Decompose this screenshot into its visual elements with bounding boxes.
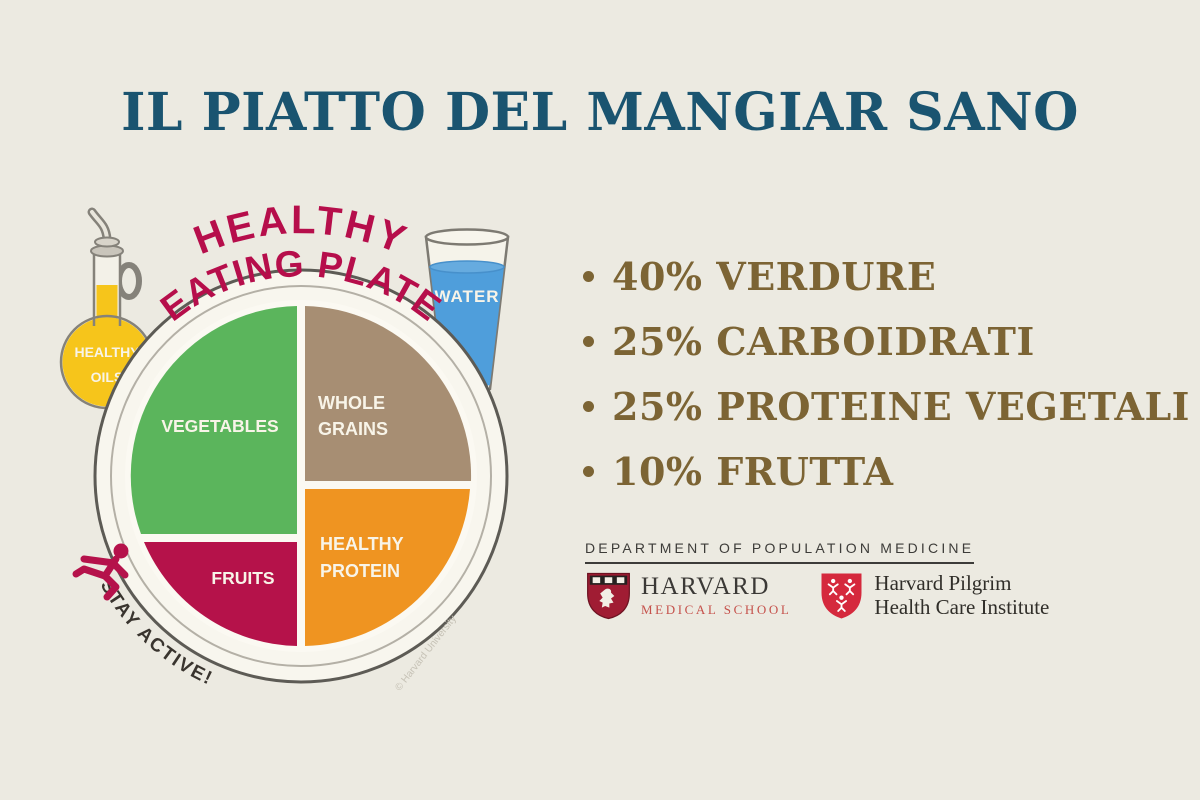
- page-title: IL PIATTO DEL MANGIAR SANO: [121, 82, 1079, 143]
- whole-grains-section: [305, 306, 472, 481]
- harvard-medical-name: HARVARD: [641, 573, 770, 600]
- harvard-pilgrim-name: Harvard Pilgrim: [874, 571, 1012, 596]
- stat-proteine: 25% PROTEINE VEGETALI: [612, 384, 1190, 429]
- healthy-eating-plate-graphic: HEALTHY OILS WATER VEGETABLES WHOLE GRAI…: [59, 198, 510, 693]
- healthy-protein-label-line2: PROTEIN: [320, 561, 400, 581]
- healthy-protein-label-line1: HEALTHY: [320, 534, 404, 554]
- list-item: 25% CARBOIDRATI: [583, 309, 1190, 374]
- stat-frutta: 10% FRUTTA: [612, 449, 894, 494]
- fruits-label: FRUITS: [211, 568, 274, 588]
- footer-branding: DEPARTMENT OF POPULATION MEDICINE HARVAR…: [585, 540, 1049, 621]
- vegetables-section: [130, 306, 297, 534]
- stat-carboidrati: 25% CARBOIDRATI: [612, 319, 1035, 364]
- bullet-icon: [583, 466, 594, 477]
- bullet-icon: [583, 271, 594, 282]
- harvard-pilgrim-institute-label: Health Care Institute: [874, 595, 1050, 619]
- stats-list: 40% VERDURE 25% CARBOIDRATI 25% PROTEINE…: [583, 244, 1190, 504]
- whole-grains-label-line2: GRAINS: [318, 419, 388, 439]
- healthy-oils-label-line1: HEALTHY: [74, 344, 140, 360]
- pilgrim-shield-icon: [821, 573, 862, 619]
- list-item: 10% FRUTTA: [583, 439, 1190, 504]
- healthy-protein-section: [305, 489, 470, 646]
- whole-grains-label-line1: WHOLE: [318, 393, 385, 413]
- harvard-medical-school-logo: HARVARD MEDICAL SCHOOL: [585, 571, 791, 621]
- runner-icon: [72, 543, 129, 601]
- list-item: 25% PROTEINE VEGETALI: [583, 374, 1190, 439]
- stat-verdure: 40% VERDURE: [612, 254, 937, 299]
- vegetables-label: VEGETABLES: [161, 416, 278, 436]
- water-label: WATER: [434, 287, 499, 306]
- fruits-section: [144, 542, 297, 646]
- harvard-pilgrim-logo: Harvard Pilgrim Health Care Institute: [819, 571, 1049, 621]
- list-item: 40% VERDURE: [583, 244, 1190, 309]
- oil-bottle-icon: HEALTHY OILS: [59, 207, 155, 410]
- department-title: DEPARTMENT OF POPULATION MEDICINE: [585, 540, 975, 564]
- harvard-shield-icon: [587, 572, 630, 620]
- harvard-medical-school-label: MEDICAL SCHOOL: [641, 602, 792, 617]
- plate: VEGETABLES WHOLE GRAINS FRUITS HEALTHY P…: [93, 268, 509, 684]
- bullet-icon: [583, 336, 594, 347]
- bullet-icon: [583, 401, 594, 412]
- healthy-oils-label-line2: OILS: [91, 369, 124, 385]
